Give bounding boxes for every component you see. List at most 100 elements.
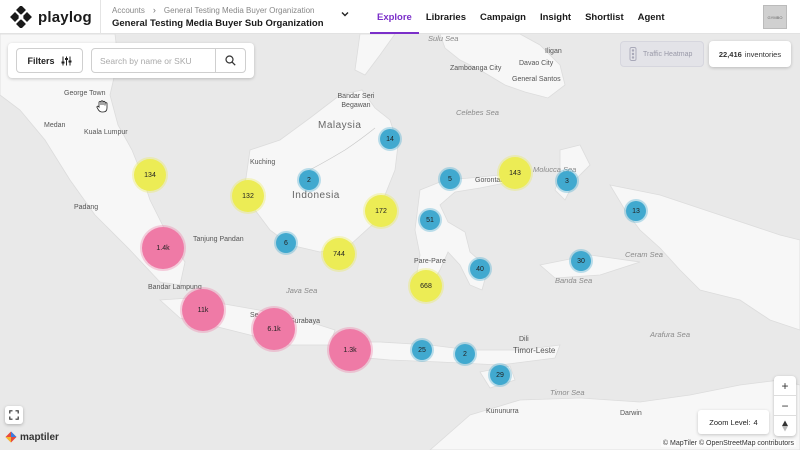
map-label-place: Tanjung Pandan bbox=[193, 236, 244, 243]
search-box bbox=[91, 48, 246, 73]
map-label-place: Dili bbox=[519, 336, 529, 343]
breadcrumb-separator: › bbox=[152, 5, 156, 15]
inventory-count: 22,416 bbox=[718, 49, 742, 59]
cluster-marker[interactable]: 6.1k bbox=[253, 308, 295, 350]
org-title: General Testing Media Buyer Sub Organiza… bbox=[112, 18, 324, 29]
map-label-sea: Ceram Sea bbox=[625, 250, 663, 259]
cluster-marker[interactable]: 30 bbox=[571, 251, 591, 271]
app-logo[interactable]: playlog bbox=[10, 6, 92, 28]
map-label-place: Surabaya bbox=[290, 318, 320, 325]
cluster-marker[interactable]: 40 bbox=[470, 259, 490, 279]
cluster-marker[interactable]: 744 bbox=[323, 238, 355, 270]
chevron-down-icon[interactable] bbox=[340, 9, 350, 19]
nav-libraries[interactable]: Libraries bbox=[425, 12, 466, 23]
map-label-place: General Santos bbox=[512, 76, 561, 83]
nav-shortlist[interactable]: Shortlist bbox=[585, 12, 624, 23]
map-label-place: Pare-Pare bbox=[414, 258, 446, 265]
map-label-place: Medan bbox=[44, 122, 66, 129]
traffic-heatmap-label: Traffic Heatmap bbox=[643, 50, 693, 58]
nav-campaign[interactable]: Campaign bbox=[480, 12, 526, 23]
breadcrumb-organization[interactable]: General Testing Media Buyer Organization bbox=[163, 5, 315, 15]
search-icon bbox=[224, 55, 236, 66]
cluster-marker[interactable]: 2 bbox=[455, 344, 475, 364]
cluster-marker[interactable]: 6 bbox=[276, 233, 296, 253]
inventory-unit: inventories bbox=[744, 49, 782, 59]
playlog-logo-icon bbox=[10, 6, 32, 28]
map-label-sea: Timor Sea bbox=[550, 388, 585, 397]
cluster-marker[interactable]: 11k bbox=[182, 289, 224, 331]
avatar[interactable]: GYMBO bbox=[763, 5, 787, 29]
map-label-sea: Molucca Sea bbox=[533, 165, 577, 174]
map-label-place: Kununurra bbox=[486, 408, 519, 415]
compass-icon bbox=[782, 420, 788, 432]
map-label-place: Iligan bbox=[545, 48, 562, 55]
cluster-marker[interactable]: 14 bbox=[380, 129, 400, 149]
map-attribution: © MapTiler © OpenStreetMap contributors bbox=[660, 440, 796, 447]
zoom-level-indicator: Zoom Level: 4 bbox=[698, 410, 769, 434]
avatar-label: GYMBO bbox=[767, 14, 783, 20]
inventory-count-badge: 22,416 inventories bbox=[709, 41, 791, 67]
map-label-sea: Sulu Sea bbox=[428, 34, 459, 43]
map-label-sea: Celebes Sea bbox=[456, 108, 499, 117]
sliders-icon bbox=[61, 56, 71, 65]
fullscreen-button[interactable] bbox=[5, 406, 23, 424]
map-label-country: Indonesia bbox=[292, 190, 340, 201]
cluster-marker[interactable]: 668 bbox=[410, 270, 442, 302]
cluster-marker[interactable]: 51 bbox=[420, 210, 440, 230]
zoom-in-button[interactable]: + bbox=[774, 376, 796, 396]
map-label-sea: Banda Sea bbox=[555, 276, 593, 285]
cluster-marker[interactable]: 1.3k bbox=[329, 329, 371, 371]
cluster-marker[interactable]: 29 bbox=[490, 365, 510, 385]
cluster-marker[interactable]: 1.4k bbox=[142, 227, 184, 269]
maptiler-logo-text: maptiler bbox=[20, 431, 59, 443]
top-bar: playlog Accounts › General Testing Media… bbox=[0, 0, 800, 34]
map-label-place: Timor-Leste bbox=[513, 346, 556, 355]
zoom-controls: + − bbox=[774, 376, 796, 436]
app-name: playlog bbox=[38, 8, 92, 26]
map-label-country: Malaysia bbox=[318, 120, 362, 131]
fullscreen-icon bbox=[9, 410, 19, 420]
main-nav: Explore Libraries Campaign Insight Short… bbox=[370, 0, 672, 34]
cluster-marker[interactable]: 172 bbox=[365, 195, 397, 227]
zoom-level-value: 4 bbox=[753, 417, 758, 427]
filters-button[interactable]: Filters bbox=[16, 48, 83, 73]
search-button[interactable] bbox=[215, 49, 245, 72]
breadcrumb-accounts[interactable]: Accounts bbox=[112, 5, 145, 15]
maptiler-logo[interactable]: maptiler bbox=[5, 431, 59, 443]
map-label-place: Davao City bbox=[519, 60, 554, 67]
cluster-marker[interactable]: 25 bbox=[412, 340, 432, 360]
map-label-sea: Arafura Sea bbox=[650, 330, 691, 339]
map-label-place: Gorontalo bbox=[475, 177, 506, 184]
search-input[interactable] bbox=[92, 49, 216, 72]
cluster-marker[interactable]: 3 bbox=[557, 171, 577, 191]
traffic-light-icon bbox=[629, 47, 637, 61]
cluster-marker[interactable]: 134 bbox=[134, 159, 166, 191]
maptiler-attribution-link[interactable]: © MapTiler bbox=[662, 440, 697, 447]
map-label-place: Se bbox=[250, 312, 259, 319]
map-label-place: George Town bbox=[64, 90, 106, 97]
map-label-place: Zamboanga City bbox=[450, 65, 502, 72]
cluster-marker[interactable]: 132 bbox=[232, 180, 264, 212]
cluster-marker[interactable]: 13 bbox=[626, 201, 646, 221]
map-canvas[interactable]: Sulu Sea Zamboanga City Davao City Gener… bbox=[0, 34, 800, 450]
map-label-place: Kuala Lumpur bbox=[84, 129, 128, 136]
map-label-place: Bandar Lampung bbox=[148, 284, 202, 291]
cluster-marker[interactable]: 5 bbox=[440, 169, 460, 189]
nav-agent[interactable]: Agent bbox=[637, 12, 665, 23]
search-panel: Filters bbox=[8, 43, 254, 78]
zoom-level-label: Zoom Level: bbox=[709, 417, 751, 427]
osm-attribution-link[interactable]: © OpenStreetMap contributors bbox=[698, 440, 794, 447]
traffic-heatmap-toggle[interactable]: Traffic Heatmap bbox=[620, 41, 704, 67]
topbar-divider bbox=[100, 0, 101, 34]
breadcrumb: Accounts › General Testing Media Buyer O… bbox=[112, 5, 324, 29]
compass-button[interactable] bbox=[774, 416, 796, 436]
map-label-place: Padang bbox=[74, 204, 99, 211]
nav-insight[interactable]: Insight bbox=[539, 12, 572, 23]
nav-explore[interactable]: Explore bbox=[370, 0, 419, 34]
filters-label: Filters bbox=[27, 55, 55, 66]
map-label-place: Bandar Seri Begawan bbox=[337, 93, 375, 109]
zoom-out-button[interactable]: − bbox=[774, 396, 796, 416]
cluster-marker[interactable]: 2 bbox=[299, 170, 319, 190]
maptiler-logo-icon bbox=[5, 431, 17, 443]
cluster-marker[interactable]: 143 bbox=[499, 157, 531, 189]
